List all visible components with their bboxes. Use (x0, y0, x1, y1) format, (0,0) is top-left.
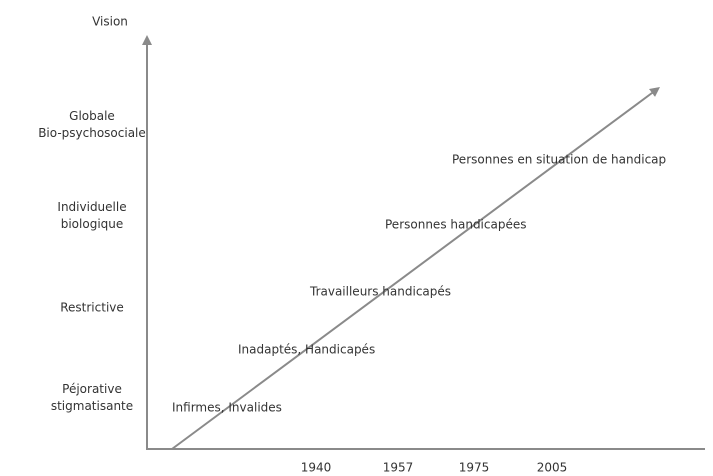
y-level-label: biologique (61, 217, 124, 231)
stage-label: Personnes en situation de handicap (452, 153, 666, 167)
stage-label: Inadaptés, Handicapés (238, 343, 375, 357)
y-level-label: Restrictive (60, 301, 124, 315)
y-level-label: Bio-psychosociale (38, 126, 146, 140)
x-year-label: 1940 (301, 461, 332, 475)
x-year-label: 1975 (459, 461, 490, 475)
evolution-arrow (171, 87, 661, 450)
x-year-label: 2005 (537, 461, 568, 475)
x-year-label: 1957 (383, 461, 414, 475)
stage-label: Personnes handicapées (385, 218, 526, 232)
stage-label: Travailleurs handicapés (309, 285, 451, 299)
stage-label: Infirmes, Invalides (172, 401, 282, 415)
y-title: Vision (92, 15, 128, 29)
y-level-label: Individuelle (57, 200, 126, 214)
y-level-label: Péjorative (62, 382, 122, 396)
y-level-label: stigmatisante (51, 399, 133, 413)
y-level-label: Globale (69, 109, 115, 123)
